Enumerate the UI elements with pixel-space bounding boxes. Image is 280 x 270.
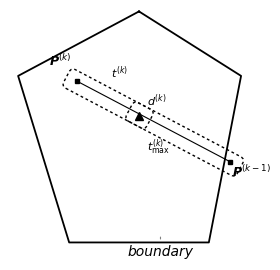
Text: boundary: boundary — [127, 237, 193, 259]
Text: $\boldsymbol{P}^{(k)}$: $\boldsymbol{P}^{(k)}$ — [49, 53, 72, 69]
Text: $\mathit{t}^{(k)}$: $\mathit{t}^{(k)}$ — [111, 65, 128, 81]
Text: $\boldsymbol{P}^{(k-1)}$: $\boldsymbol{P}^{(k-1)}$ — [232, 164, 270, 180]
Text: $\mathit{t}^{(k)}_{\mathrm{max}}$: $\mathit{t}^{(k)}_{\mathrm{max}}$ — [147, 138, 170, 157]
Text: $\mathit{d}^{(k)}$: $\mathit{d}^{(k)}$ — [147, 93, 167, 109]
